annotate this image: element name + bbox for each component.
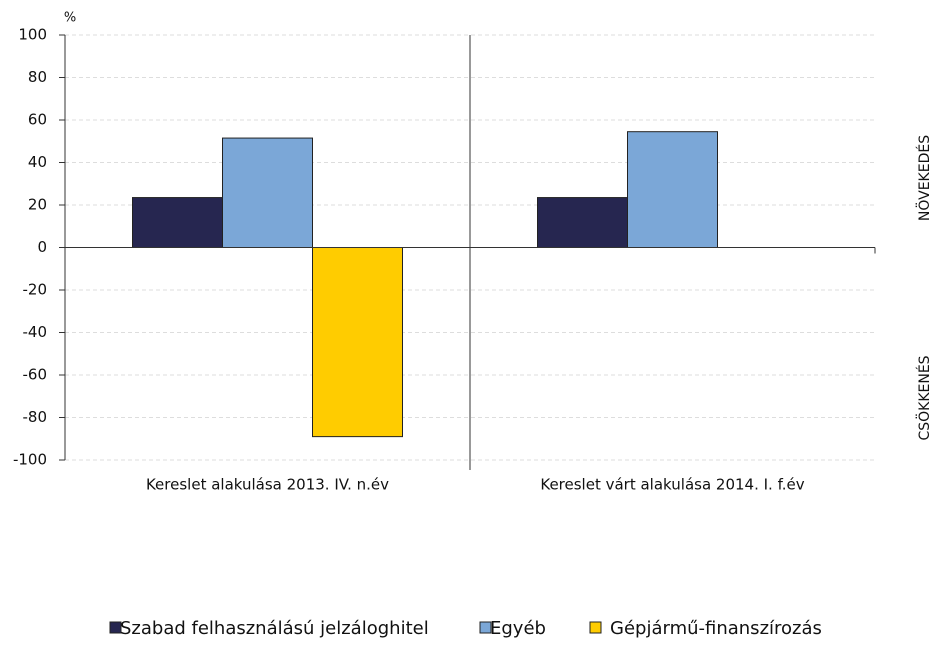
x-tick-label: Kereslet várt alakulása 2014. I. f.év [540,476,804,494]
y-tick-label: -100 [13,451,47,469]
y-tick-label: -20 [23,281,48,299]
y-tick-label: -60 [23,366,48,384]
annotation: CSÖKKENÉS [915,355,933,440]
bar [312,247,403,438]
y-unit: % [64,11,76,26]
legend-swatch [479,621,492,634]
y-tick-label: 40 [28,153,47,171]
y-tick-label: -40 [23,323,48,341]
y-tick-label: 20 [28,196,47,214]
y-tick-label: 80 [28,68,47,86]
annotation: NÖVEKEDÉS [915,135,933,221]
legend-label: Gépjármű-finanszírozás [610,618,822,639]
bar [537,197,628,248]
legend-label: Egyéb [490,618,546,639]
y-tick-label: -80 [23,408,48,426]
legend-swatch [589,621,602,634]
legend-swatch [109,621,122,634]
y-tick-label: 0 [37,238,47,256]
legend-label: Szabad felhasználású jelzáloghitel [120,618,429,639]
bar [627,131,718,248]
y-tick-label: 100 [18,26,47,44]
x-tick-label: Kereslet alakulása 2013. IV. n.év [146,476,389,494]
bar [132,197,223,248]
y-tick-label: 60 [28,111,47,129]
bar [222,137,313,248]
